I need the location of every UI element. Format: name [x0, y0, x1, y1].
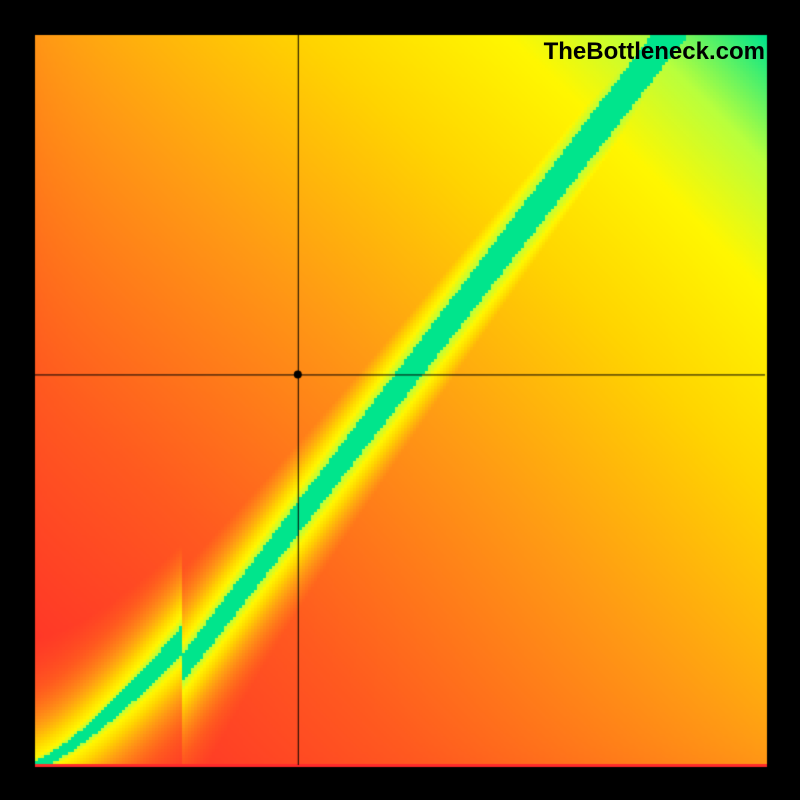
watermark-text: TheBottleneck.com: [544, 38, 765, 66]
bottleneck-heatmap: [0, 0, 800, 800]
chart-container: TheBottleneck.com: [0, 0, 800, 800]
